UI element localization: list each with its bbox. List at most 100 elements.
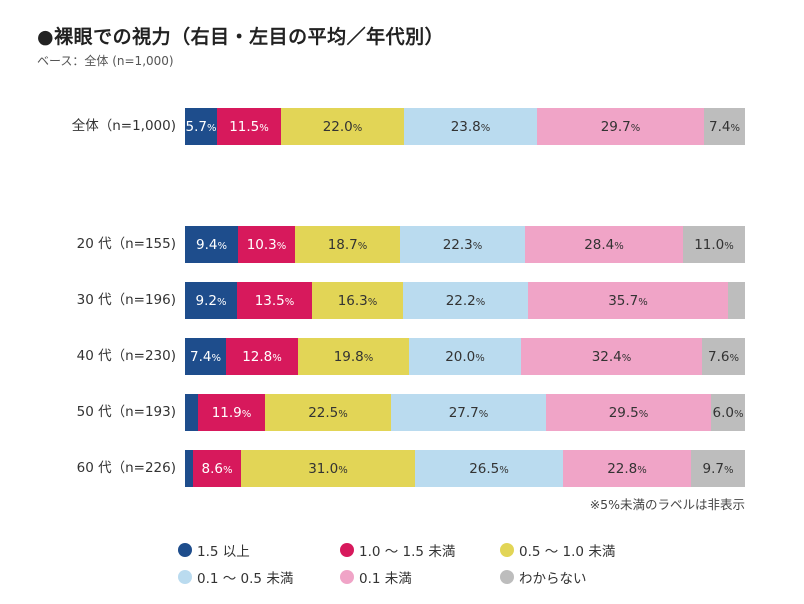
data-label: 20.0% (445, 348, 485, 365)
bar-segment: 32.4% (521, 338, 702, 375)
legend-swatch-icon (340, 570, 354, 584)
data-label: 8.6% (201, 460, 233, 477)
bar-segment: 22.2% (403, 282, 528, 319)
bar-segment (728, 282, 745, 319)
bar-segment: 9.4% (185, 226, 238, 263)
legend-swatch-icon (500, 570, 514, 584)
bar-segment: 22.0% (281, 108, 404, 145)
legend-label: 0.1 未満 (359, 571, 412, 587)
category-label: 30 代（n=196) (76, 292, 176, 308)
category-label: 60 代（n=226) (76, 460, 176, 476)
data-label: 32.4% (591, 348, 632, 365)
footnote: ※5%未満のラベルは非表示 (589, 497, 745, 512)
data-label: 22.8% (607, 460, 647, 477)
data-label: 11.0% (694, 236, 734, 253)
bar-segment: 23.8% (404, 108, 537, 145)
bar-segment: 20.0% (409, 338, 521, 375)
legend-label: 0.1 ～ 0.5 未満 (197, 571, 294, 587)
bar-row: 11.9% 22.5% 27.7% 29.5% 6.0% (185, 394, 745, 431)
bar-row: 9.4% 10.3% 18.7% 22.3% 28.4% 11.0% (185, 226, 745, 263)
category-label: 20 代（n=155) (76, 236, 176, 252)
bar-row: 5.7% 11.5% 22.0% 23.8% 29.7% 7.4% (185, 108, 745, 145)
data-label: 35.7% (608, 292, 648, 309)
bar-segment: 26.5% (415, 450, 563, 487)
legend-label: 1.5 以上 (197, 544, 250, 560)
bar-segment: 5.7% (185, 108, 217, 145)
bar-segment: 12.8% (226, 338, 298, 375)
legend-swatch-icon (178, 543, 192, 557)
data-label: 6.0% (712, 404, 744, 421)
bar-segment: 35.7% (528, 282, 728, 319)
bar-segment: 29.7% (537, 108, 704, 145)
legend-label: 0.5 ～ 1.0 未満 (519, 544, 616, 560)
bar-segment: 9.7% (691, 450, 745, 487)
bar-segment: 16.3% (312, 282, 403, 319)
data-label: 9.7% (702, 460, 734, 477)
bar-row: 9.2% 13.5% 16.3% 22.2% 35.7% (185, 282, 745, 319)
data-label: 5.7% (185, 118, 217, 135)
data-label: 11.9% (211, 404, 252, 421)
bar-segment: 8.6% (193, 450, 241, 487)
data-label: 9.4% (196, 236, 227, 253)
data-label: 22.5% (308, 404, 348, 421)
bar-segment: 6.0% (711, 394, 745, 431)
data-label: 10.3% (246, 236, 287, 253)
data-label: 16.3% (337, 292, 378, 309)
chart-subtitle: ベース：全体 (n=1,000) (37, 54, 174, 68)
bar-segment: 27.7% (391, 394, 546, 431)
bar-segment: 31.0% (241, 450, 415, 487)
legend-item: 0.1 ～ 0.5 未満 (178, 567, 293, 587)
legend-item: 0.5 ～ 1.0 未満 (500, 540, 615, 560)
legend-label: わからない (519, 571, 587, 587)
legend-item: 1.0 ～ 1.5 未満 (340, 540, 455, 560)
data-label: 12.8% (242, 348, 282, 365)
data-label: 22.2% (445, 292, 486, 309)
bar-segment: 7.4% (704, 108, 745, 145)
legend-item: わからない (500, 567, 587, 587)
data-label: 22.0% (322, 118, 363, 135)
data-label: 18.7% (327, 236, 368, 253)
data-label: 13.5% (254, 292, 295, 309)
legend-item: 1.5 以上 (178, 540, 250, 560)
data-label: 28.4% (584, 236, 624, 253)
chart-title: ●裸眼での視力（右目・左目の平均／年代別） (37, 26, 445, 48)
data-label: 19.8% (333, 348, 374, 365)
data-label: 27.7% (448, 404, 489, 421)
data-label: 29.7% (600, 118, 641, 135)
bar-segment: 10.3% (238, 226, 295, 263)
data-label: 9.2% (195, 292, 227, 309)
data-label: 7.4% (709, 118, 740, 135)
bar-segment: 11.9% (198, 394, 265, 431)
data-label: 23.8% (450, 118, 491, 135)
data-label: 31.0% (308, 460, 348, 477)
legend-label: 1.0 ～ 1.5 未満 (359, 544, 456, 560)
data-label: 11.5% (229, 118, 269, 135)
bar-segment: 22.5% (265, 394, 391, 431)
bar-segment: 22.8% (563, 450, 691, 487)
bar-row: 7.4% 12.8% 19.8% 20.0% 32.4% 7.6% (185, 338, 745, 375)
bar-segment: 9.2% (185, 282, 237, 319)
bar-segment (185, 450, 193, 487)
legend-swatch-icon (340, 543, 354, 557)
data-label: 7.6% (708, 348, 739, 365)
legend-swatch-icon (178, 570, 192, 584)
bar-segment: 19.8% (298, 338, 409, 375)
data-label: 29.5% (608, 404, 649, 421)
legend-item: 0.1 未満 (340, 567, 412, 587)
data-label: 7.4% (190, 348, 221, 365)
data-label: 26.5% (469, 460, 509, 477)
bar-segment: 18.7% (295, 226, 400, 263)
legend-swatch-icon (500, 543, 514, 557)
category-label: 50 代（n=193) (76, 404, 176, 420)
bar-segment: 7.4% (185, 338, 226, 375)
bar-segment (185, 394, 198, 431)
bar-segment: 28.4% (525, 226, 683, 263)
bar-segment: 29.5% (546, 394, 711, 431)
bar-segment: 11.5% (217, 108, 281, 145)
category-label: 40 代（n=230) (76, 348, 176, 364)
bar-segment: 22.3% (400, 226, 525, 263)
bar-segment: 13.5% (237, 282, 312, 319)
bar-row: 8.6% 31.0% 26.5% 22.8% 9.7% (185, 450, 745, 487)
category-label: 全体（n=1,000) (71, 118, 176, 134)
data-label: 22.3% (442, 236, 483, 253)
